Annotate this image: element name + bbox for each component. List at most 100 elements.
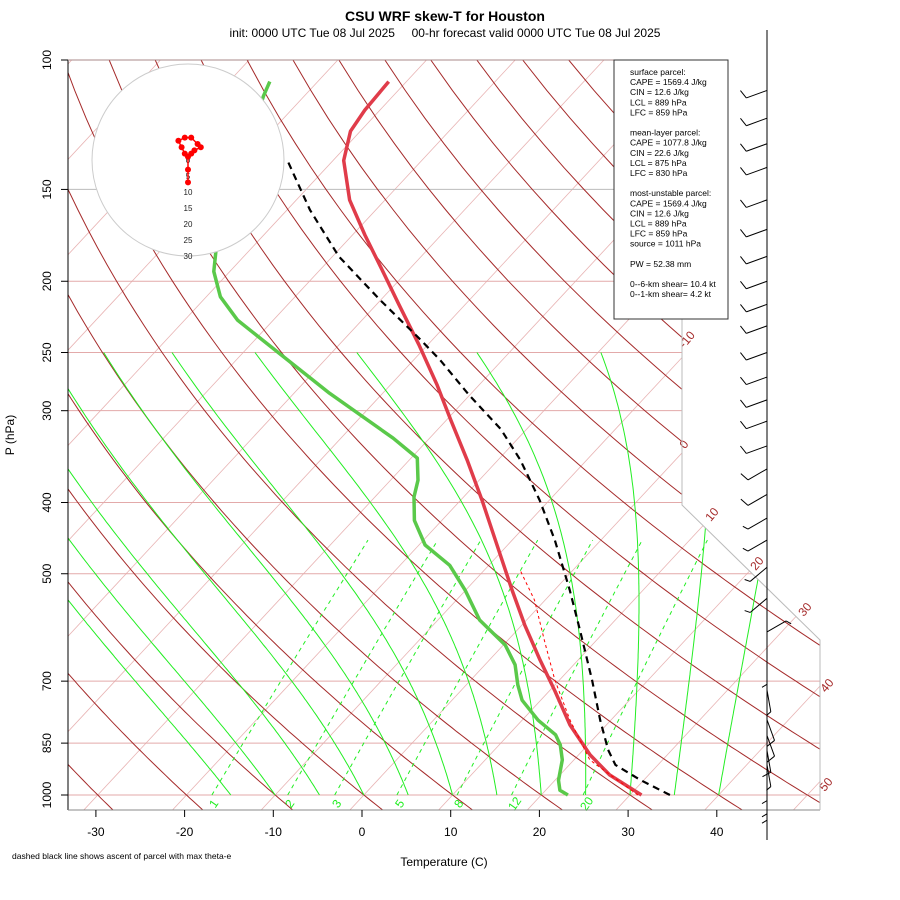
wind-barb-flag (740, 90, 747, 99)
dry-adiabat-line (752, 60, 820, 810)
info-line: CIN = 22.6 J/kg (630, 148, 689, 158)
info-line: CAPE = 1569.4 J/kg (630, 198, 707, 208)
info-line: surface parcel: (630, 67, 686, 77)
wind-barb-flag (740, 143, 747, 152)
y-tick-label: 200 (40, 271, 54, 291)
hodograph-point (197, 144, 204, 151)
wind-barb (761, 798, 768, 824)
mixing-ratio-line (396, 539, 539, 796)
wind-barb (766, 735, 775, 763)
isotherm-line (615, 60, 820, 810)
info-line: source = 1011 hPa (630, 239, 701, 249)
chart-subtitle: init: 0000 UTC Tue 08 Jul 2025 00-hr for… (230, 26, 661, 40)
wind-barb-staff (747, 517, 768, 530)
dry-adiabat-line (200, 60, 820, 810)
info-line: 0--1-km shear= 4.2 kt (630, 289, 712, 299)
wind-barb-flag (744, 579, 751, 582)
wind-barb-flag (740, 399, 747, 408)
info-line: most-unstable parcel: (630, 188, 711, 198)
wind-barb-flag (740, 376, 747, 385)
dry-adiabat-line (246, 60, 820, 810)
y-tick-label: 300 (40, 400, 54, 420)
isotherm-line (68, 60, 693, 810)
wind-barb (740, 89, 768, 99)
dry-adiabat-line (154, 60, 820, 810)
wind-barb-staff (747, 539, 768, 552)
moist-adiabat-line (254, 352, 498, 796)
wind-barb-flag (740, 304, 747, 313)
isotherm-line (68, 60, 427, 810)
wind-barb-flag (740, 325, 747, 334)
dry-adiabat-line (68, 60, 474, 810)
wind-barb-staff (766, 690, 772, 712)
wind-barb-staff (766, 719, 775, 741)
wind-barb (740, 143, 768, 152)
wind-barb-staff (746, 143, 768, 152)
y-tick-label: 400 (40, 492, 54, 512)
x-tick-label: -20 (176, 825, 194, 839)
hodograph-ring-label: 20 (184, 220, 193, 229)
wind-barb (740, 280, 768, 290)
wind-barb-staff (746, 166, 768, 176)
wind-barb (766, 690, 772, 717)
wind-barb-flag (742, 525, 749, 530)
isotherm-line (526, 60, 820, 810)
mixing-ratio-line (211, 539, 369, 796)
wind-barb-flag (740, 167, 747, 176)
wind-barb (761, 791, 768, 818)
hodograph-point (185, 166, 191, 173)
wind-barb-flag (761, 683, 768, 688)
wind-barb (740, 376, 768, 386)
mixing-ratio-label: 5 (392, 797, 407, 811)
hodograph-point (188, 134, 195, 141)
wind-barb-staff (746, 376, 768, 386)
x-tick-label: -10 (265, 825, 283, 839)
wind-barb (740, 399, 768, 408)
wind-barb-staff (746, 303, 768, 313)
wind-barb-staff (746, 399, 768, 408)
profile-series (212, 80, 671, 797)
wind-barb-flag (740, 256, 747, 265)
info-line: LFC = 859 hPa (630, 107, 688, 117)
hodograph-point (185, 179, 191, 186)
wind-barb (761, 778, 768, 805)
mixing-ratio-line (456, 539, 594, 796)
mixing-ratio-label: 3 (329, 797, 344, 811)
hodograph-point (175, 137, 182, 144)
info-line: LFC = 830 hPa (630, 168, 688, 178)
x-tick-label: -30 (87, 825, 105, 839)
y-tick-label: 500 (40, 563, 54, 583)
wind-barb-flag (740, 229, 747, 238)
x-tick-label: 10 (444, 825, 458, 839)
wind-barb-flag (761, 800, 768, 805)
isotherm-line (68, 60, 605, 810)
hodograph-ring-label: 15 (184, 204, 193, 213)
wind-barb (740, 255, 768, 265)
wind-barb-flag (740, 199, 747, 208)
moist-adiabat-line (600, 352, 640, 796)
dry-adiabat-line (844, 60, 900, 811)
dry-adiabat-line (338, 60, 820, 810)
mixing-ratio-line (582, 539, 708, 796)
wind-barb-flag (740, 473, 749, 481)
wind-barb-flag (766, 755, 775, 763)
dry-adiabat-label: 10 (702, 505, 722, 524)
wind-barb (740, 303, 768, 313)
dry-adiabat-line (706, 60, 820, 810)
y-axis-label: P (hPa) (3, 415, 17, 455)
wind-barb-flag (761, 819, 768, 824)
wind-barb (744, 597, 768, 613)
dry-adiabat-line (68, 60, 654, 810)
isotherm-line (260, 60, 820, 810)
isotherm-line (703, 60, 820, 810)
info-line: CIN = 12.6 J/kg (630, 87, 689, 97)
wind-barb (742, 539, 768, 552)
x-axis-label: Temperature (C) (400, 855, 487, 869)
wind-barb-flag (742, 547, 749, 552)
info-line: LCL = 889 hPa (630, 97, 687, 107)
wind-barb-staff (747, 493, 768, 506)
hodograph-ring-label: 10 (184, 188, 193, 197)
dry-adiabat-line (798, 60, 820, 810)
wind-barb (740, 445, 768, 454)
